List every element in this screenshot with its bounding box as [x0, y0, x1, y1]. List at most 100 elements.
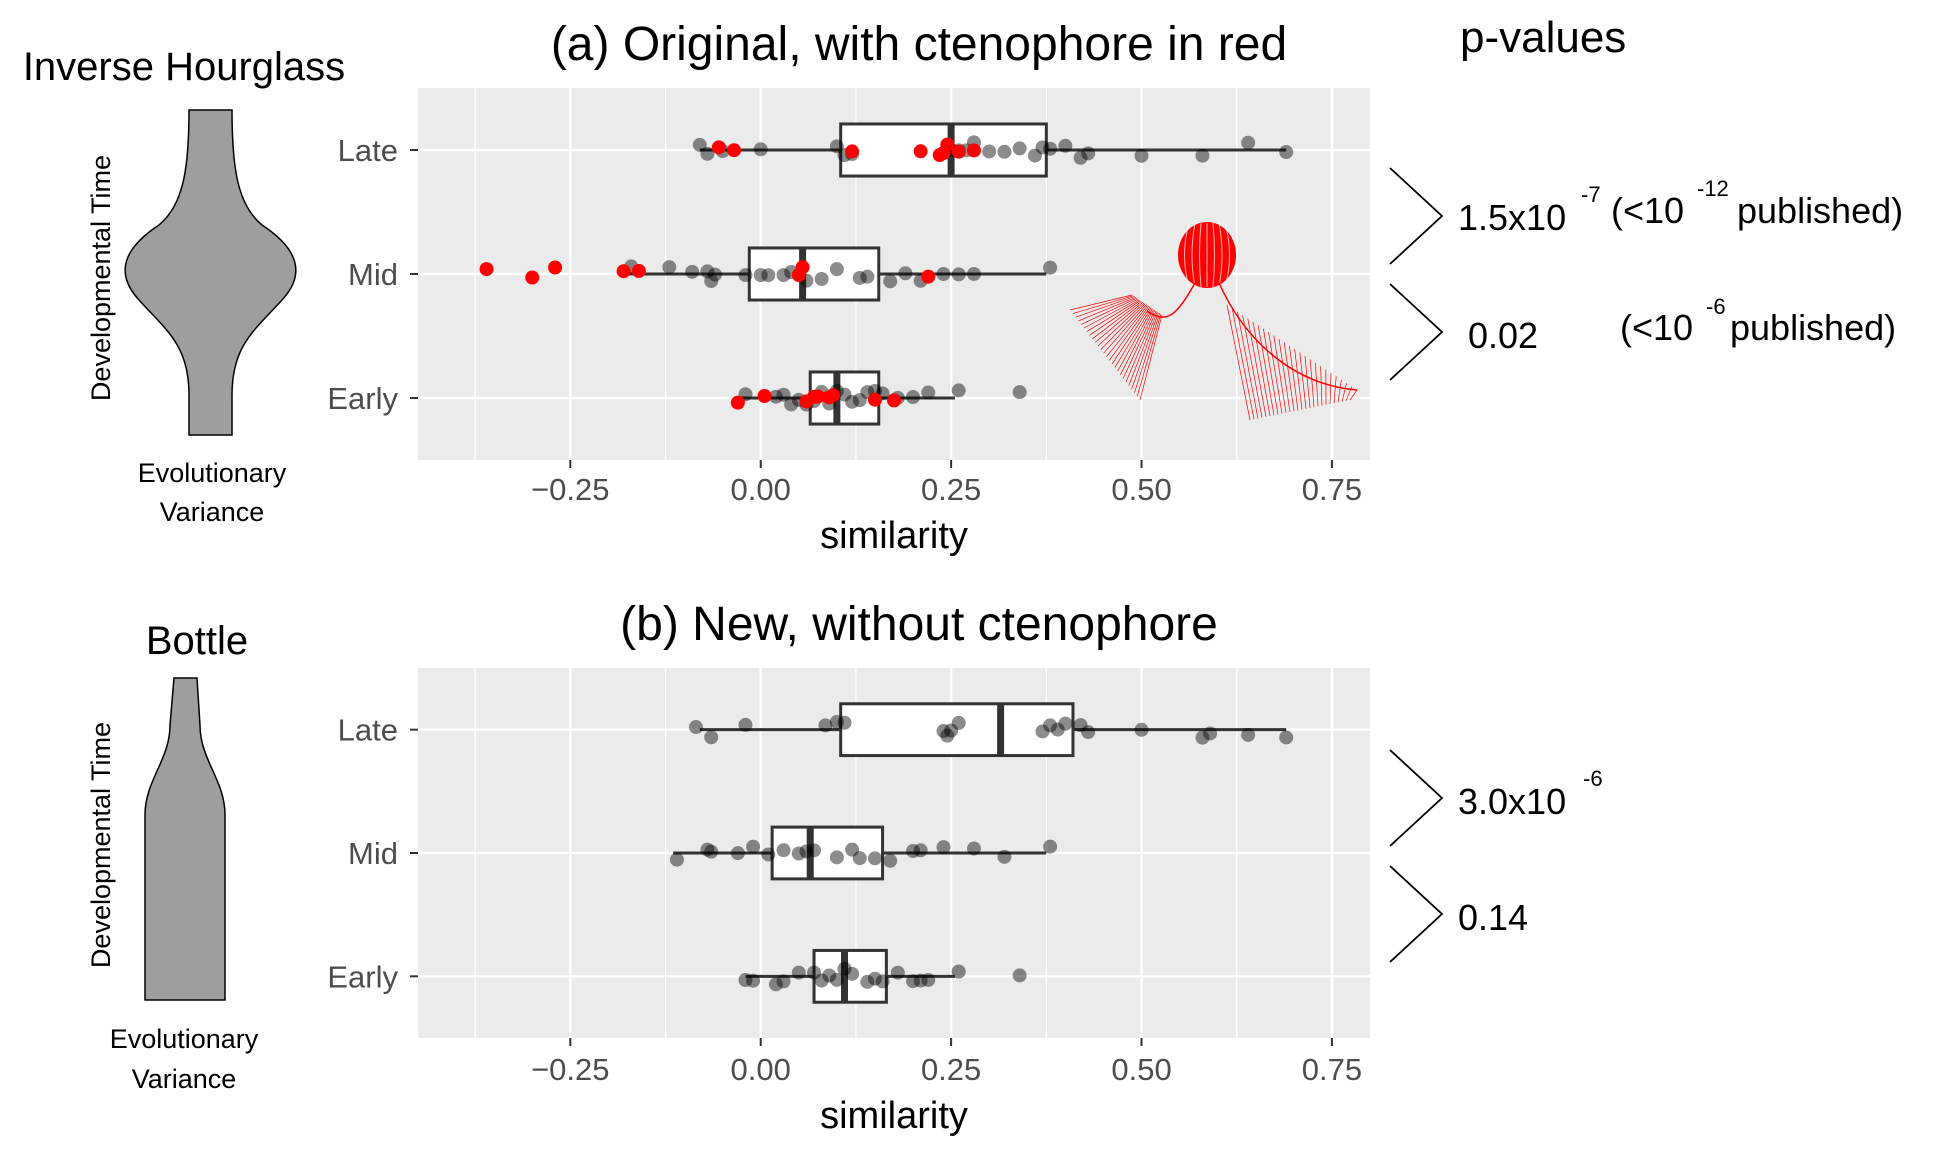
data-point [1043, 141, 1058, 156]
data-point [951, 715, 966, 730]
data-point [829, 850, 844, 865]
data-point [1241, 727, 1256, 742]
data-point [814, 271, 829, 286]
bottom-shape-xlabel-line2: Variance [132, 1064, 237, 1094]
pvalue-a-published-exp: -12 [1697, 176, 1729, 201]
data-point [951, 383, 966, 398]
data-point [867, 851, 882, 866]
data-point [936, 267, 951, 282]
x-tick-label: 0.75 [1302, 1052, 1362, 1087]
ctenophore-filament [1309, 359, 1315, 408]
data-point [807, 965, 822, 980]
data-point [704, 844, 719, 859]
chart-b: Late Mid Early −0.25 0.00 0.25 0.50 0.75 (b) New… [327, 598, 1370, 1137]
data-point [883, 853, 898, 868]
box-late [839, 702, 1075, 758]
pvalue-a-late-mid-exp: -7 [1581, 182, 1601, 207]
data-point [1081, 725, 1096, 740]
box-mid [747, 246, 881, 302]
data-point [890, 965, 905, 980]
data-point [1134, 722, 1149, 737]
data-point [829, 972, 844, 987]
data-point [761, 268, 776, 283]
data-point [1012, 968, 1027, 983]
data-point [1279, 730, 1294, 745]
ctenophore-filament [1320, 366, 1323, 406]
data-point [829, 139, 844, 154]
data-point [845, 966, 860, 981]
ctenophore-data-point [730, 395, 745, 410]
data-point [852, 270, 867, 285]
ctenophore-filament [1242, 315, 1263, 418]
data-point [791, 846, 806, 861]
ctenophore-filament [1108, 305, 1150, 361]
ctenophore-comb-row [1218, 222, 1223, 288]
ctenophore-filament [1122, 310, 1156, 379]
data-point [822, 968, 837, 983]
data-point [898, 266, 913, 281]
ctenophore-filament [1337, 379, 1342, 403]
top-shape-xlabel-line2: Variance [160, 497, 265, 527]
data-point [951, 964, 966, 979]
x-tick-label: 0.75 [1302, 472, 1362, 507]
data-point [1195, 148, 1210, 163]
data-point [852, 851, 867, 866]
pvalue-b-late-mid-base: 3.0x10 [1458, 781, 1566, 822]
ctenophore-filament [1100, 303, 1146, 350]
ctenophore-filament [1294, 349, 1303, 410]
data-point [1043, 839, 1058, 854]
ctenophore-filament [1139, 314, 1163, 401]
ctenophore-filament [1120, 309, 1154, 375]
ctenophore-data-point [887, 393, 901, 408]
ctenophore-filament [1315, 362, 1319, 407]
ctenophore-comb-row [1199, 222, 1202, 288]
data-point [776, 974, 791, 989]
data-point [1081, 146, 1096, 161]
data-point [688, 720, 703, 735]
ctenophore-data-point [525, 270, 540, 285]
data-point [1043, 260, 1058, 275]
data-point [791, 965, 806, 980]
ctenophore-comb-row [1184, 222, 1190, 288]
top-shape-group: Inverse Hourglass Developmental Time Evo… [23, 45, 345, 527]
ctenophore-filament [1349, 389, 1358, 401]
ctenophore-filament [1134, 313, 1160, 393]
data-point [997, 849, 1012, 864]
pvalue-a-published-open: (<10 [1611, 190, 1684, 231]
data-point [807, 843, 822, 858]
data-point [829, 714, 844, 729]
data-point [776, 387, 791, 402]
ctenophore-filament [1299, 352, 1307, 409]
x-tick-label: 0.50 [1111, 472, 1171, 507]
ctenophore-filament [1341, 383, 1347, 402]
pvalue-b-late-mid-exp: -6 [1583, 766, 1603, 791]
ctenophore-data-point [810, 389, 825, 404]
x-tick-label: 0.25 [921, 1052, 981, 1087]
ctenophore-filament [1086, 299, 1140, 332]
ctenophore-filament [1304, 355, 1311, 409]
data-point [768, 389, 783, 404]
ctenophore-filament [1278, 338, 1291, 413]
ctenophore-filament [1131, 312, 1159, 390]
ctenophore-data-point [951, 144, 966, 159]
bracket-b-late-mid [1389, 749, 1444, 847]
data-point [1050, 722, 1065, 737]
ctenophore-filament [1081, 297, 1137, 325]
ctenophore-filament [1094, 301, 1144, 343]
data-point [845, 842, 860, 857]
data-point [746, 839, 761, 854]
ctenophore-comb-row [1224, 222, 1230, 288]
ctenophore-data-point [616, 264, 631, 279]
bracket-a-mid-early [1389, 283, 1444, 381]
data-point [1203, 726, 1218, 741]
ctenophore-filament [1333, 376, 1337, 404]
data-point [1073, 718, 1088, 733]
x-axis-label: similarity [820, 1095, 968, 1137]
y-tick-label: Mid [348, 836, 398, 871]
data-point [921, 972, 936, 987]
data-point [1058, 138, 1073, 153]
ctenophore-comb-row [1212, 222, 1215, 288]
ctenophore-filament [1136, 314, 1162, 397]
ctenophore-data-point [921, 269, 936, 284]
data-point [708, 267, 723, 282]
